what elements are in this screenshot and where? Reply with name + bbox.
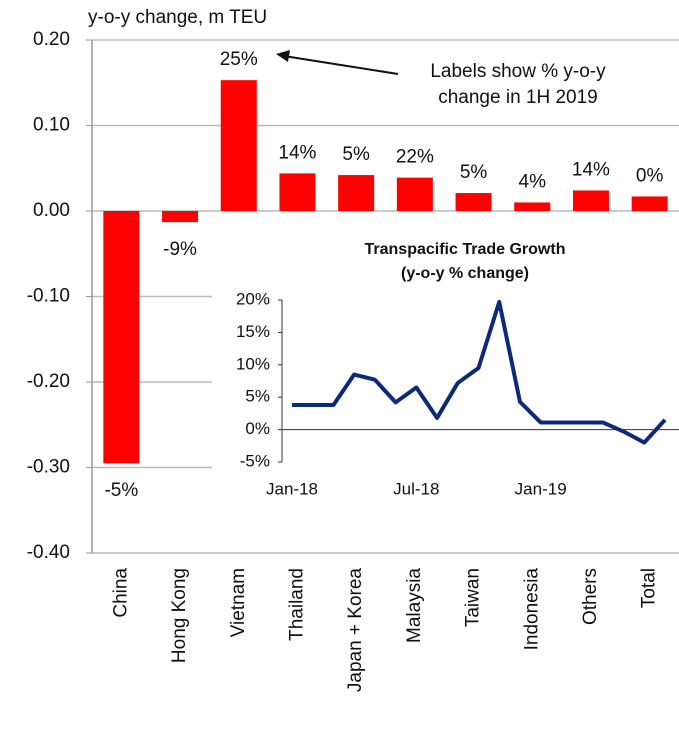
x-tick-label: Thailand	[286, 568, 307, 641]
pct-label: 25%	[220, 49, 258, 70]
y-tick-label: -0.20	[27, 371, 70, 392]
pct-label: 4%	[519, 171, 547, 192]
y-tick-label: -0.40	[27, 542, 70, 563]
x-tick-label: China	[110, 568, 131, 618]
inset-y-tick-label: 0%	[245, 419, 270, 438]
y-tick-label: 0.00	[33, 200, 70, 221]
y-axis-label: y-o-y change, m TEU	[88, 7, 267, 28]
y-tick-label: -0.30	[27, 457, 70, 478]
inset-title: Transpacific Trade Growth	[365, 241, 566, 258]
y-tick-label: 0.10	[33, 115, 70, 136]
bar	[162, 211, 199, 223]
x-tick-label: Others	[580, 568, 601, 625]
inset-y-tick-label: 10%	[236, 354, 270, 373]
inset-y-tick-label: 20%	[236, 289, 270, 308]
x-tick-label: Vietnam	[228, 568, 249, 637]
inset-title: (y-o-y % change)	[401, 265, 529, 282]
arrow	[283, 55, 399, 75]
inset-y-tick-label: 5%	[245, 387, 270, 406]
bar	[455, 193, 492, 211]
annotation: change in 1H 2019	[438, 87, 598, 108]
inset-x-tick-label: Jul-18	[393, 479, 439, 498]
bar	[396, 177, 433, 211]
pct-label: 5%	[460, 162, 488, 183]
annotation: Labels show % y-o-y	[430, 61, 606, 82]
pct-label: 14%	[572, 159, 610, 180]
x-tick-label: Taiwan	[463, 568, 484, 627]
inset-y-tick-label: 15%	[236, 322, 270, 341]
inset-y-tick-label: -5%	[240, 451, 270, 470]
x-tick-label: Japan + Korea	[345, 568, 366, 693]
bar	[514, 202, 551, 211]
x-tick-label: Malaysia	[404, 568, 425, 643]
bar	[279, 173, 316, 211]
pct-label: -5%	[104, 480, 138, 501]
inset-background	[212, 232, 679, 510]
pct-label: 14%	[278, 142, 316, 163]
y-tick-label: -0.10	[27, 286, 70, 307]
x-tick-label: Hong Kong	[169, 568, 190, 663]
y-tick-label: 0.20	[33, 29, 70, 50]
bar	[631, 196, 668, 211]
x-tick-label: Indonesia	[521, 568, 542, 651]
arrow-head	[276, 50, 290, 62]
bar	[220, 80, 257, 211]
bar	[103, 211, 140, 464]
bar	[572, 190, 609, 211]
pct-label: -9%	[163, 239, 197, 260]
pct-label: 0%	[636, 165, 664, 186]
inset-x-tick-label: Jan-18	[266, 479, 318, 498]
pct-label: 22%	[396, 147, 434, 168]
line-series	[292, 299, 667, 445]
bar	[338, 175, 375, 211]
pct-label: 5%	[342, 144, 370, 165]
inset-x-tick-label: Jan-19	[515, 479, 567, 498]
x-tick-label: Total	[639, 568, 660, 608]
